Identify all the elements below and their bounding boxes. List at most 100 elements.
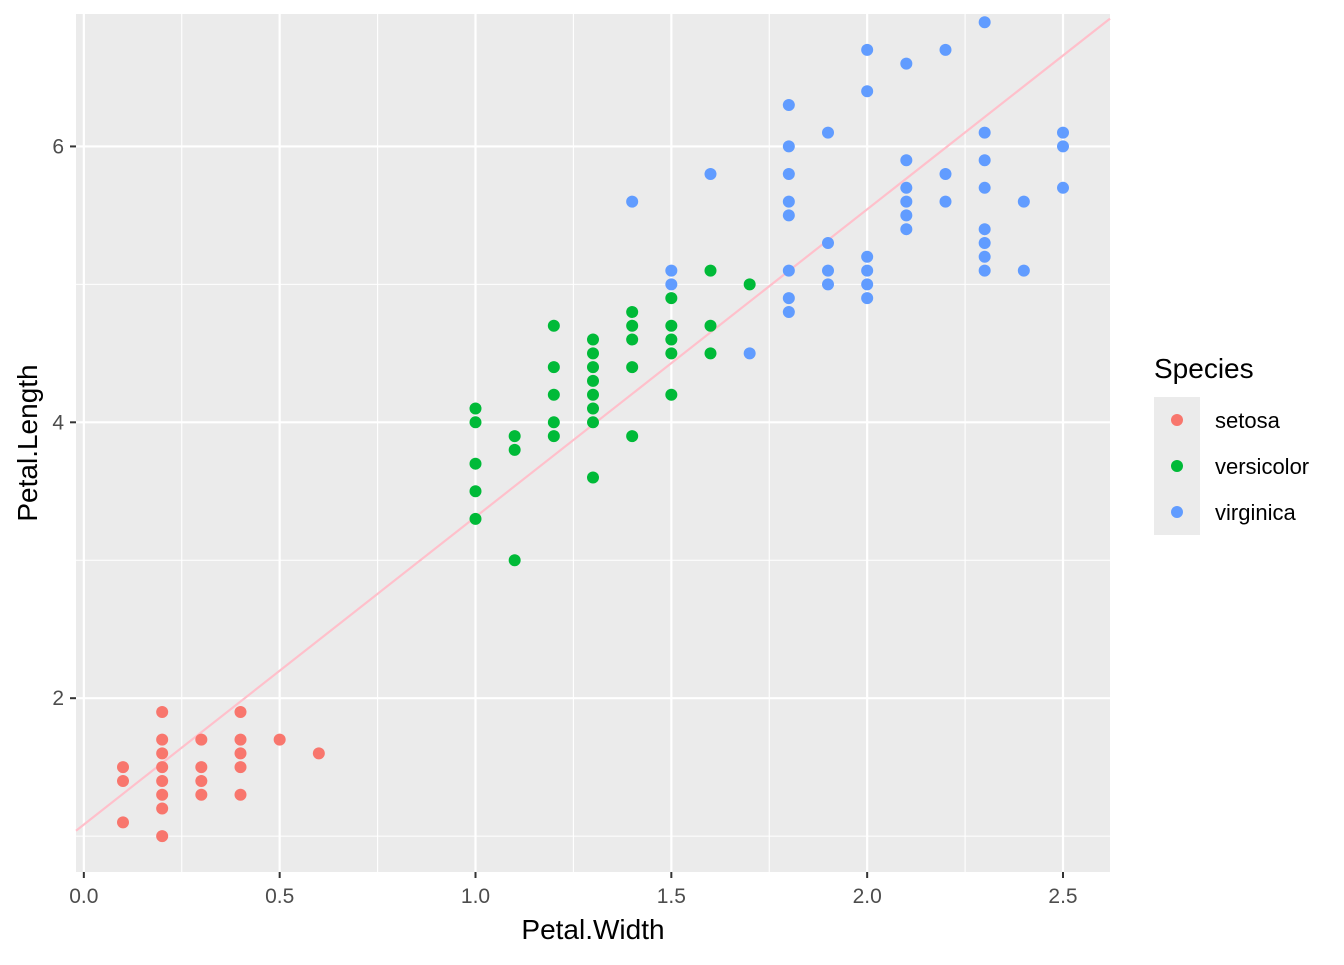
versicolor-point — [547, 430, 560, 443]
virginica-point — [861, 292, 874, 305]
versicolor-point — [665, 347, 678, 360]
versicolor-point — [469, 457, 482, 470]
virginica-point — [1057, 181, 1069, 194]
axes-layer: 0.0 0.5 1.0 1.5 2.0 2.5 2 4 6 — [52, 135, 1077, 908]
setosa-point — [195, 774, 208, 787]
virginica-point — [978, 16, 991, 29]
virginica-point — [939, 43, 952, 56]
virginica-point — [978, 181, 991, 194]
versicolor-point — [665, 388, 678, 401]
versicolor-point — [547, 361, 560, 374]
versicolor-point — [626, 361, 639, 374]
virginica-point — [626, 195, 639, 208]
virginica-point — [861, 278, 874, 291]
virginica-point — [1057, 140, 1069, 153]
versicolor-point — [547, 388, 560, 401]
x-tick-label: 1.0 — [461, 885, 490, 908]
setosa-point — [234, 761, 247, 774]
versicolor-point — [665, 292, 678, 305]
y-axis-title: Petal.Length — [12, 364, 43, 521]
versicolor-point — [469, 512, 482, 525]
virginica-point — [782, 209, 795, 222]
minor-gridlines — [76, 14, 1110, 872]
setosa-point — [234, 705, 247, 718]
virginica-point — [822, 126, 834, 139]
versicolor-point — [626, 333, 639, 346]
versicolor-point — [626, 430, 639, 443]
virginica-point — [782, 99, 795, 112]
versicolor-point — [587, 416, 599, 429]
points-layer — [117, 16, 1069, 843]
x-tick-label: 1.5 — [657, 885, 686, 908]
virginica-point — [900, 209, 913, 222]
legend-items: setosa versicolor virginica — [1154, 397, 1309, 535]
versicolor-point — [743, 278, 756, 291]
versicolor-point — [587, 333, 599, 346]
versicolor-point — [469, 485, 482, 498]
x-axis-title: Petal.Width — [521, 914, 664, 945]
versicolor-point — [626, 319, 639, 332]
y-tick-label: 6 — [52, 135, 64, 158]
setosa-point — [156, 761, 169, 774]
virginica-point — [900, 195, 913, 208]
virginica-point — [861, 85, 874, 98]
setosa-point — [156, 802, 169, 815]
virginica-point — [822, 278, 834, 291]
versicolor-point — [587, 388, 599, 401]
virginica-point — [978, 250, 991, 263]
virginica-point — [782, 264, 795, 277]
x-tick-label: 2.5 — [1048, 885, 1077, 908]
legend-label-versicolor: versicolor — [1215, 454, 1309, 479]
virginica-point — [939, 195, 952, 208]
versicolor-point — [587, 347, 599, 360]
setosa-point — [234, 788, 247, 801]
setosa-point — [234, 747, 247, 760]
setosa-point — [156, 733, 169, 746]
virginica-point — [861, 250, 874, 263]
virginica-point — [1017, 195, 1030, 208]
setosa-point — [117, 816, 129, 829]
virginica-point — [900, 154, 913, 167]
versicolor-point — [508, 554, 521, 567]
versicolor-point — [704, 264, 717, 277]
setosa-point — [195, 788, 208, 801]
virginica-point — [978, 126, 991, 139]
virginica-point — [1057, 126, 1069, 139]
virginica-point — [743, 347, 756, 360]
virginica-point — [861, 264, 874, 277]
virginica-point — [861, 43, 874, 56]
setosa-point — [117, 774, 129, 787]
virginica-point — [978, 264, 991, 277]
versicolor-point — [508, 443, 521, 456]
setosa-point — [156, 705, 169, 718]
versicolor-point — [547, 319, 560, 332]
versicolor-point — [587, 361, 599, 374]
versicolor-point — [587, 374, 599, 387]
y-tick-label: 4 — [52, 411, 64, 434]
setosa-point — [234, 733, 247, 746]
virginica-point — [822, 264, 834, 277]
virginica-point — [782, 195, 795, 208]
versicolor-point — [665, 319, 678, 332]
y-tick-label: 2 — [52, 687, 64, 710]
versicolor-point — [665, 333, 678, 346]
virginica-point — [978, 154, 991, 167]
versicolor-point — [587, 402, 599, 415]
virginica-point — [782, 140, 795, 153]
virginica-point — [900, 57, 913, 70]
legend-label-virginica: virginica — [1215, 500, 1296, 525]
virginica-point — [822, 236, 834, 249]
major-gridlines — [76, 14, 1110, 872]
virginica-point — [782, 292, 795, 305]
legend: Species setosa versicolor virginica — [1154, 353, 1309, 535]
x-tick-label: 0.0 — [69, 885, 98, 908]
virginica-point — [704, 168, 717, 181]
virginica-point — [782, 305, 795, 318]
versicolor-point — [626, 305, 639, 318]
virginica-point — [978, 223, 991, 236]
virginica-point — [665, 264, 678, 277]
versicolor-point — [508, 430, 521, 443]
legend-title: Species — [1154, 353, 1254, 384]
legend-key-virginica — [1171, 506, 1183, 518]
